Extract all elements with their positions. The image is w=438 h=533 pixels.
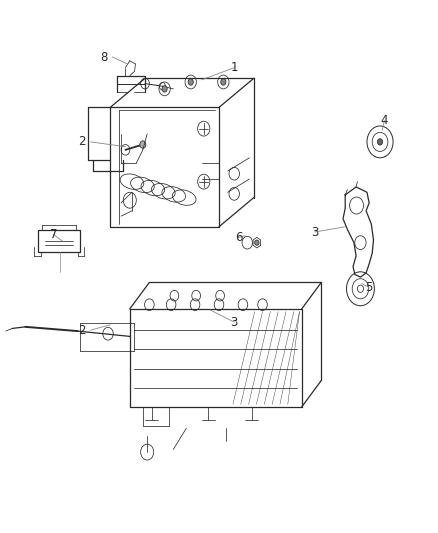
Text: 8: 8 [100, 51, 107, 63]
Text: 4: 4 [381, 114, 388, 127]
Circle shape [254, 240, 259, 245]
Circle shape [378, 139, 383, 145]
Circle shape [162, 86, 167, 92]
Text: 3: 3 [230, 316, 238, 329]
Text: 2: 2 [78, 135, 86, 148]
Text: 7: 7 [50, 228, 57, 241]
Circle shape [140, 141, 146, 148]
Circle shape [188, 79, 193, 85]
Bar [39, 230, 80, 252]
Text: 3: 3 [311, 225, 318, 239]
Text: 2: 2 [78, 324, 86, 337]
Circle shape [221, 79, 226, 85]
Text: 5: 5 [365, 281, 373, 294]
Text: 6: 6 [235, 231, 242, 244]
Text: 1: 1 [230, 61, 238, 74]
